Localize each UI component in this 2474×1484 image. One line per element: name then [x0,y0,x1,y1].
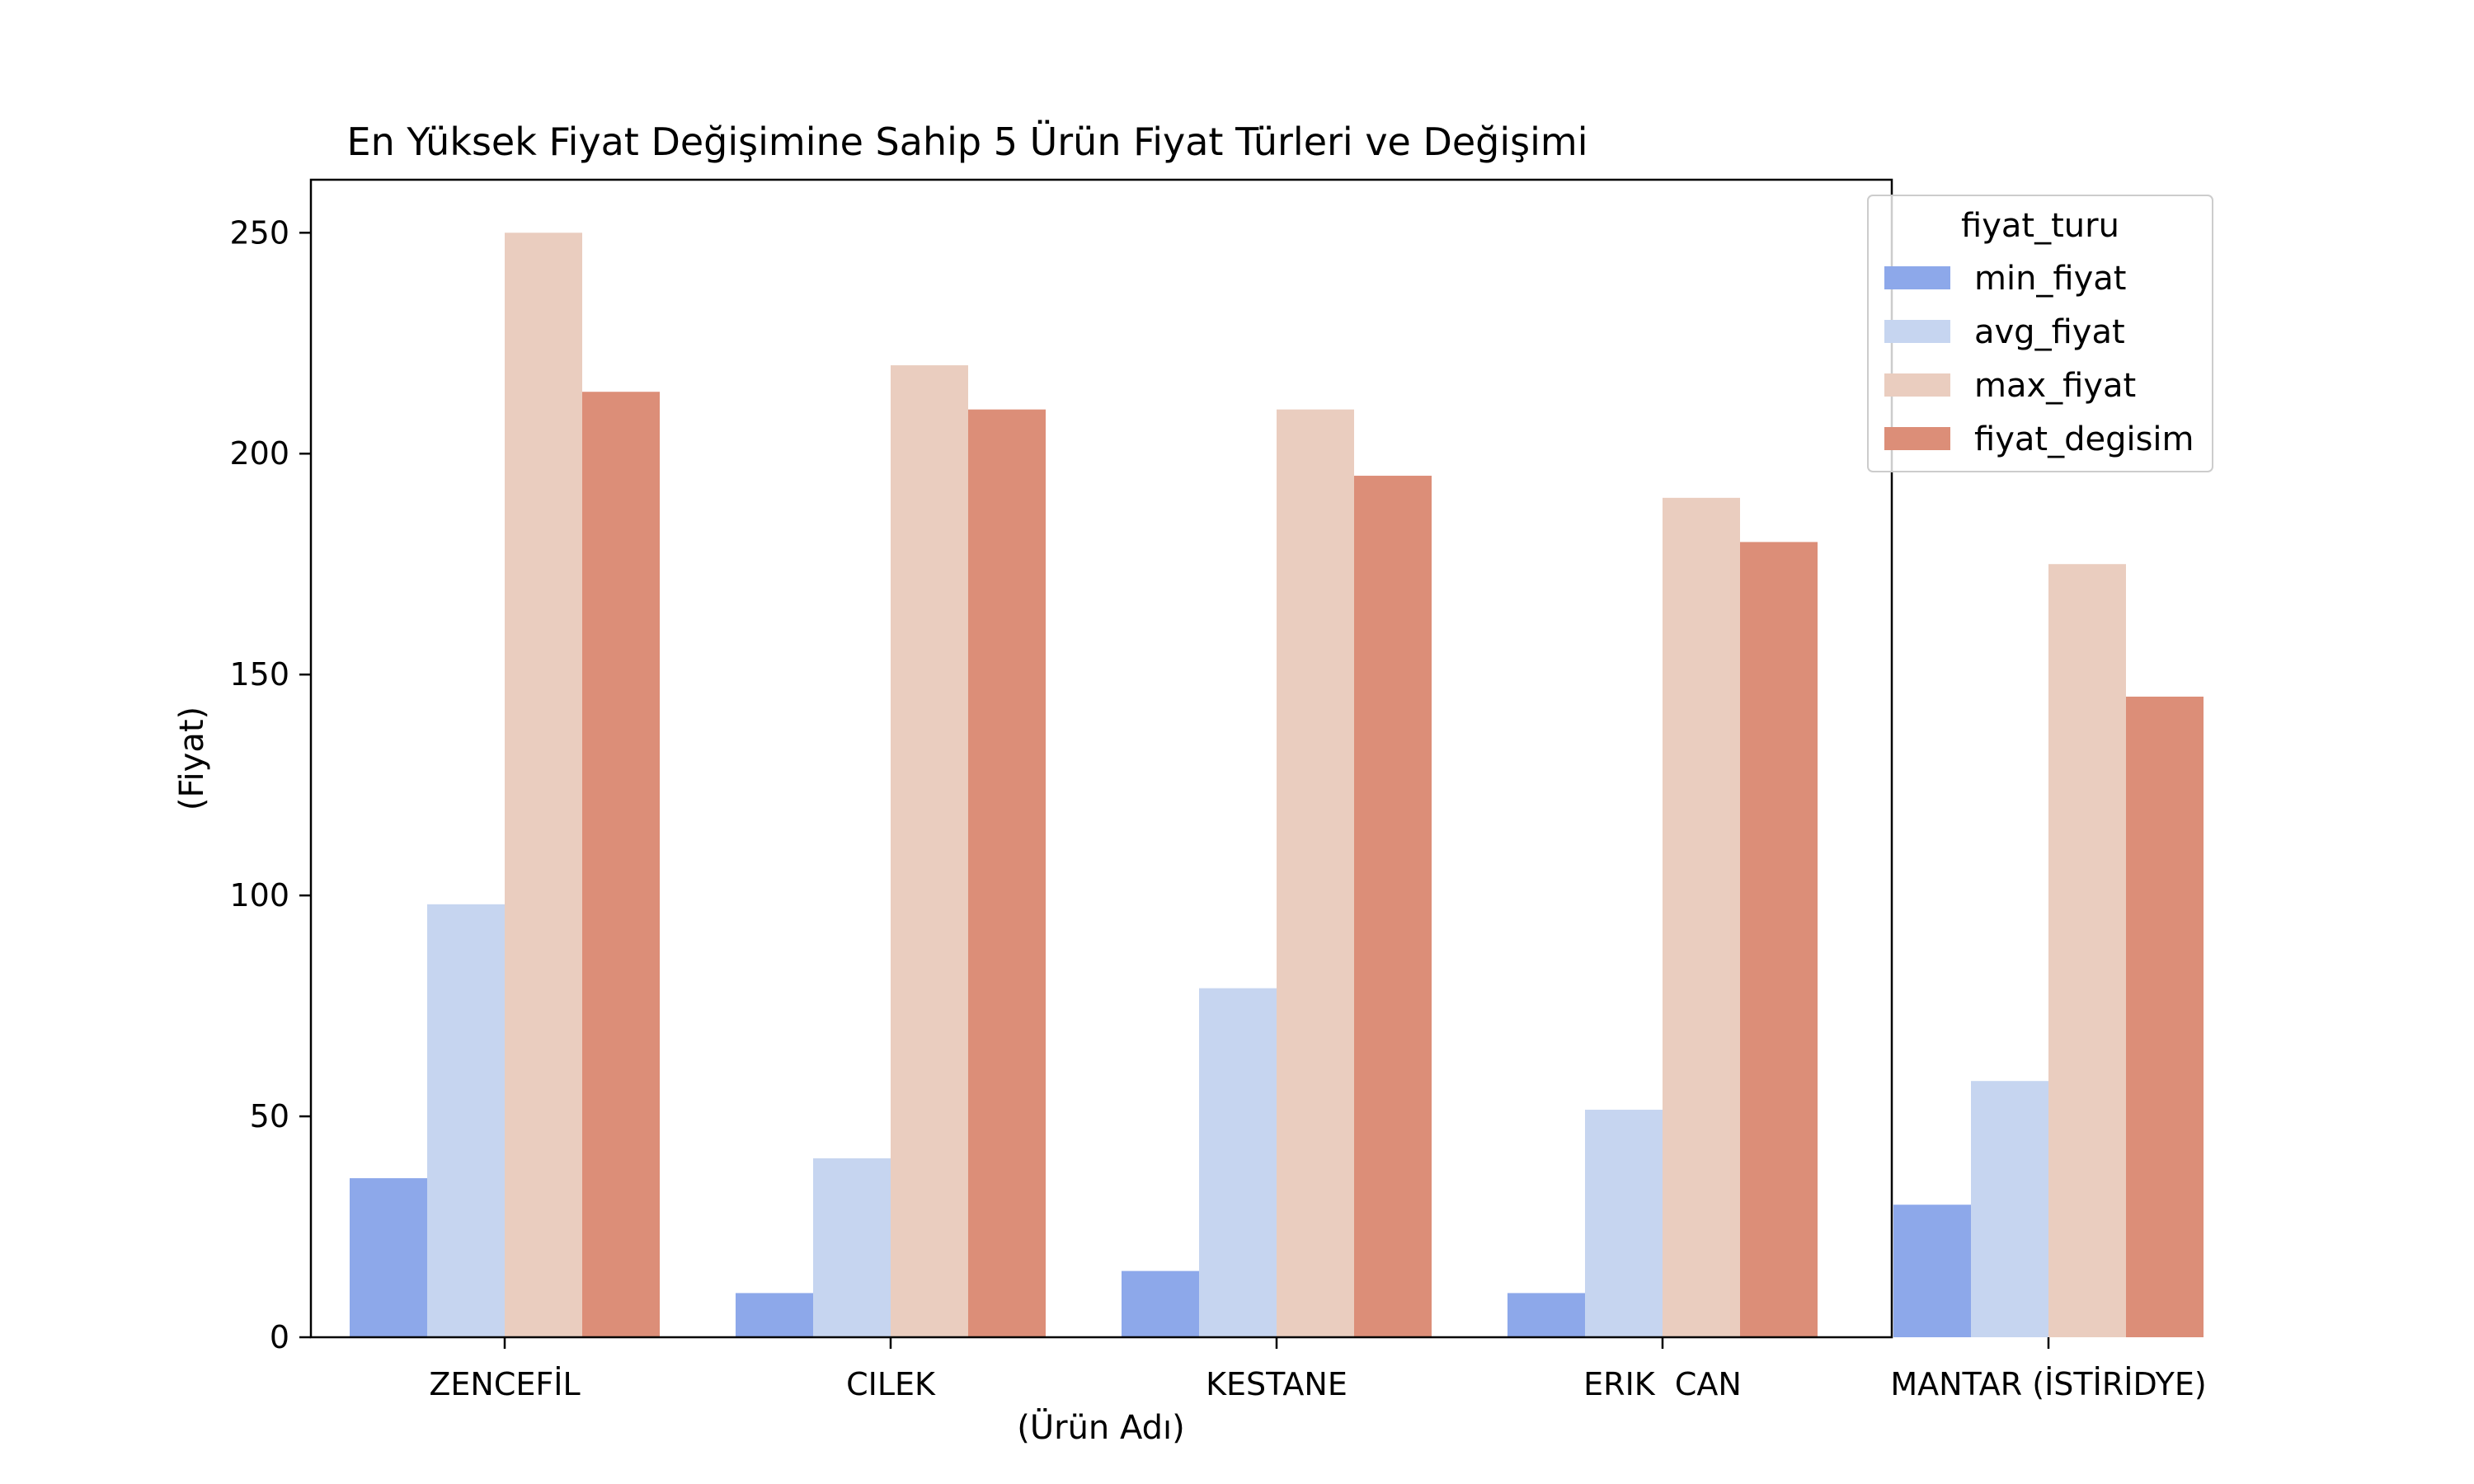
bar-min_fiyat-5 [1893,1205,1971,1337]
y-tick-label: 50 [250,1098,289,1134]
legend-swatch-avg_fiyat [1884,320,1950,343]
bar-max_fiyat-3 [1277,409,1354,1337]
legend-title: fiyat_turu [1961,207,2119,245]
chart-title: En Yüksek Fiyat Değişimine Sahip 5 Ürün … [347,120,1588,164]
bar-max_fiyat-5 [2048,564,2126,1337]
bar-min_fiyat-1 [350,1178,427,1337]
bar-avg_fiyat-5 [1971,1081,2048,1337]
legend-frame [1867,195,2213,472]
x-tick-label: MANTAR (İSTİRİDYE) [1890,1366,2206,1402]
bar-max_fiyat-4 [1663,497,1740,1337]
x-tick-label: CILEK [846,1366,936,1402]
legend-swatch-fiyat_degisim [1884,427,1950,450]
bars-group [350,232,2204,1338]
legend-swatch-max_fiyat [1884,373,1950,397]
bar-min_fiyat-4 [1507,1293,1585,1337]
bar-max_fiyat-2 [891,365,968,1337]
y-tick-label: 100 [229,877,289,913]
bar-fiyat_degisim-4 [1740,542,1818,1337]
plot-frame [309,178,1893,1339]
y-axis-label: (Fiyat) [173,707,211,810]
y-axis: 0 50 100 150 200 250 [229,214,311,1355]
legend-items: min_fiyat avg_fiyat max_fiyat fiyat_degisim [1884,260,2194,458]
bar-avg_fiyat-1 [427,904,505,1337]
y-tick-label: 200 [229,435,289,472]
bar-avg_fiyat-3 [1199,988,1277,1337]
legend-label-avg_fiyat: avg_fiyat [1974,313,2125,351]
x-tick-label: ZENCEFİL [429,1366,580,1402]
legend-label-fiyat_degisim: fiyat_degisim [1974,420,2194,458]
legend-label-min_fiyat: min_fiyat [1974,260,2127,298]
x-axis: ZENCEFİL CILEK KESTANE ERIK CAN MANTAR (İSTİ… [429,1337,2207,1402]
legend-swatch-min_fiyat [1884,266,1950,289]
bar-fiyat_degisim-3 [1354,476,1432,1338]
bar-min_fiyat-2 [736,1293,813,1337]
y-tick-label: 150 [229,656,289,693]
bar-avg_fiyat-4 [1585,1110,1663,1337]
x-tick-label: ERIK CAN [1583,1366,1742,1402]
bar-fiyat_degisim-1 [582,392,660,1337]
x-axis-label: (Ürün Adı) [1017,1407,1185,1447]
x-tick-label: KESTANE [1206,1366,1348,1402]
legend-label-max_fiyat: max_fiyat [1974,367,2136,405]
bar-fiyat_degisim-5 [2126,696,2204,1337]
bar-max_fiyat-1 [505,232,582,1338]
y-tick-label: 250 [229,214,289,251]
legend: fiyat_turu min_fiyat avg_fiyat max_fiyatfi… [1867,195,2213,472]
bar-fiyat_degisim-2 [968,409,1046,1337]
y-tick-label: 0 [270,1319,289,1355]
bar-avg_fiyat-2 [813,1158,891,1337]
bar-min_fiyat-3 [1122,1270,1199,1337]
